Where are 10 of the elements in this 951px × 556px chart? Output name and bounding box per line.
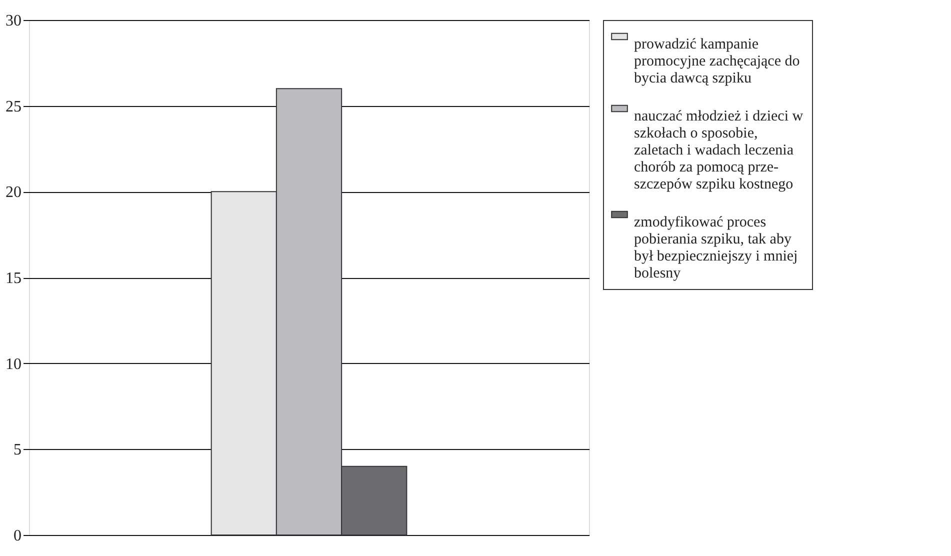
y-tick-label: 5 <box>14 442 22 459</box>
legend-label: zmodyfikować proces pobierania szpiku, tak aby był bezpieczniejszy i mniej bolesny <box>634 214 798 282</box>
legend-label: prowadzić kampanie promocyjne zachęcające do bycia dawcą szpiku <box>634 36 800 86</box>
y-tick-label: 10 <box>6 356 22 373</box>
y-tick-label: 30 <box>6 12 22 30</box>
legend-label: nauczać młodzież i dzieci w szkołach o sposobie, zaletach i wadach leczenia chorób za pomocą prze- szczepów szpiku kostnego <box>634 108 804 192</box>
y-tick-label: 15 <box>6 270 22 287</box>
y-tick-label: 20 <box>6 184 22 202</box>
y-tick-label: 0 <box>14 528 22 544</box>
y-tick-label: 25 <box>6 98 22 116</box>
